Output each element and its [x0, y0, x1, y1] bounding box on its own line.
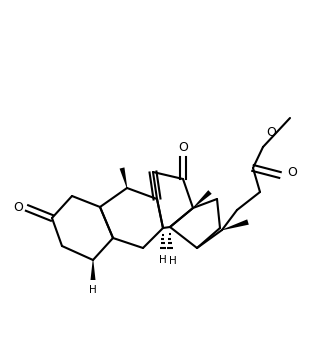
- Polygon shape: [120, 167, 127, 188]
- Polygon shape: [193, 190, 212, 208]
- Text: H: H: [89, 285, 97, 295]
- Text: H: H: [169, 256, 177, 266]
- Polygon shape: [90, 260, 96, 280]
- Text: H: H: [159, 255, 167, 265]
- Text: O: O: [13, 200, 23, 214]
- Text: O: O: [266, 126, 276, 138]
- Text: O: O: [178, 140, 188, 154]
- Text: O: O: [287, 166, 297, 178]
- Polygon shape: [222, 219, 249, 230]
